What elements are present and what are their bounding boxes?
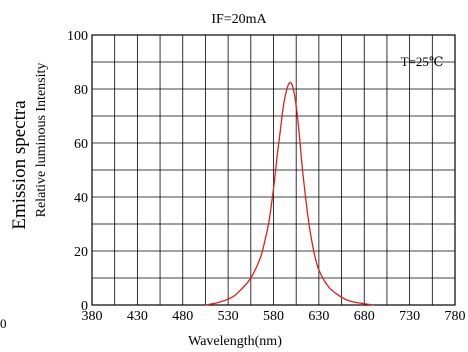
x-tick-label: 680 <box>354 309 375 324</box>
y-axis-label: Emission spectra <box>9 100 30 230</box>
x-axis-label: Wavelength(nm) <box>188 334 282 349</box>
x-tick-labels: 380 430 480 530 580 630 680 730 780 <box>82 309 466 324</box>
temperature-annotation: T=25℃ <box>401 54 444 69</box>
x-tick-label: 730 <box>399 309 420 324</box>
x-tick-label: 480 <box>172 309 193 324</box>
series-line <box>205 81 374 306</box>
plot-frame <box>91 34 456 306</box>
y-tick-label: 20 <box>74 245 88 260</box>
x-tick-label: 380 <box>82 309 103 324</box>
y-tick-label: 40 <box>74 191 88 206</box>
y-tick-label: 60 <box>74 137 88 152</box>
y-tick-label: 100 <box>67 29 88 44</box>
x-tick-label: 430 <box>127 309 148 324</box>
x-tick-label: 530 <box>218 309 239 324</box>
y-axis-sublabel: Relative luminous Intensity <box>34 63 49 218</box>
stray-zero-label: 0 <box>0 316 7 331</box>
x-tick-label: 630 <box>308 309 329 324</box>
y-tick-label: 0 <box>81 299 88 314</box>
x-tick-label: 780 <box>445 309 466 324</box>
y-tick-label: 80 <box>74 83 88 98</box>
y-tick-labels: 0 20 40 60 80 100 <box>67 29 88 314</box>
chart-grid <box>91 34 456 306</box>
x-tick-label: 580 <box>263 309 284 324</box>
chart-title: IF=20mA <box>211 12 267 27</box>
